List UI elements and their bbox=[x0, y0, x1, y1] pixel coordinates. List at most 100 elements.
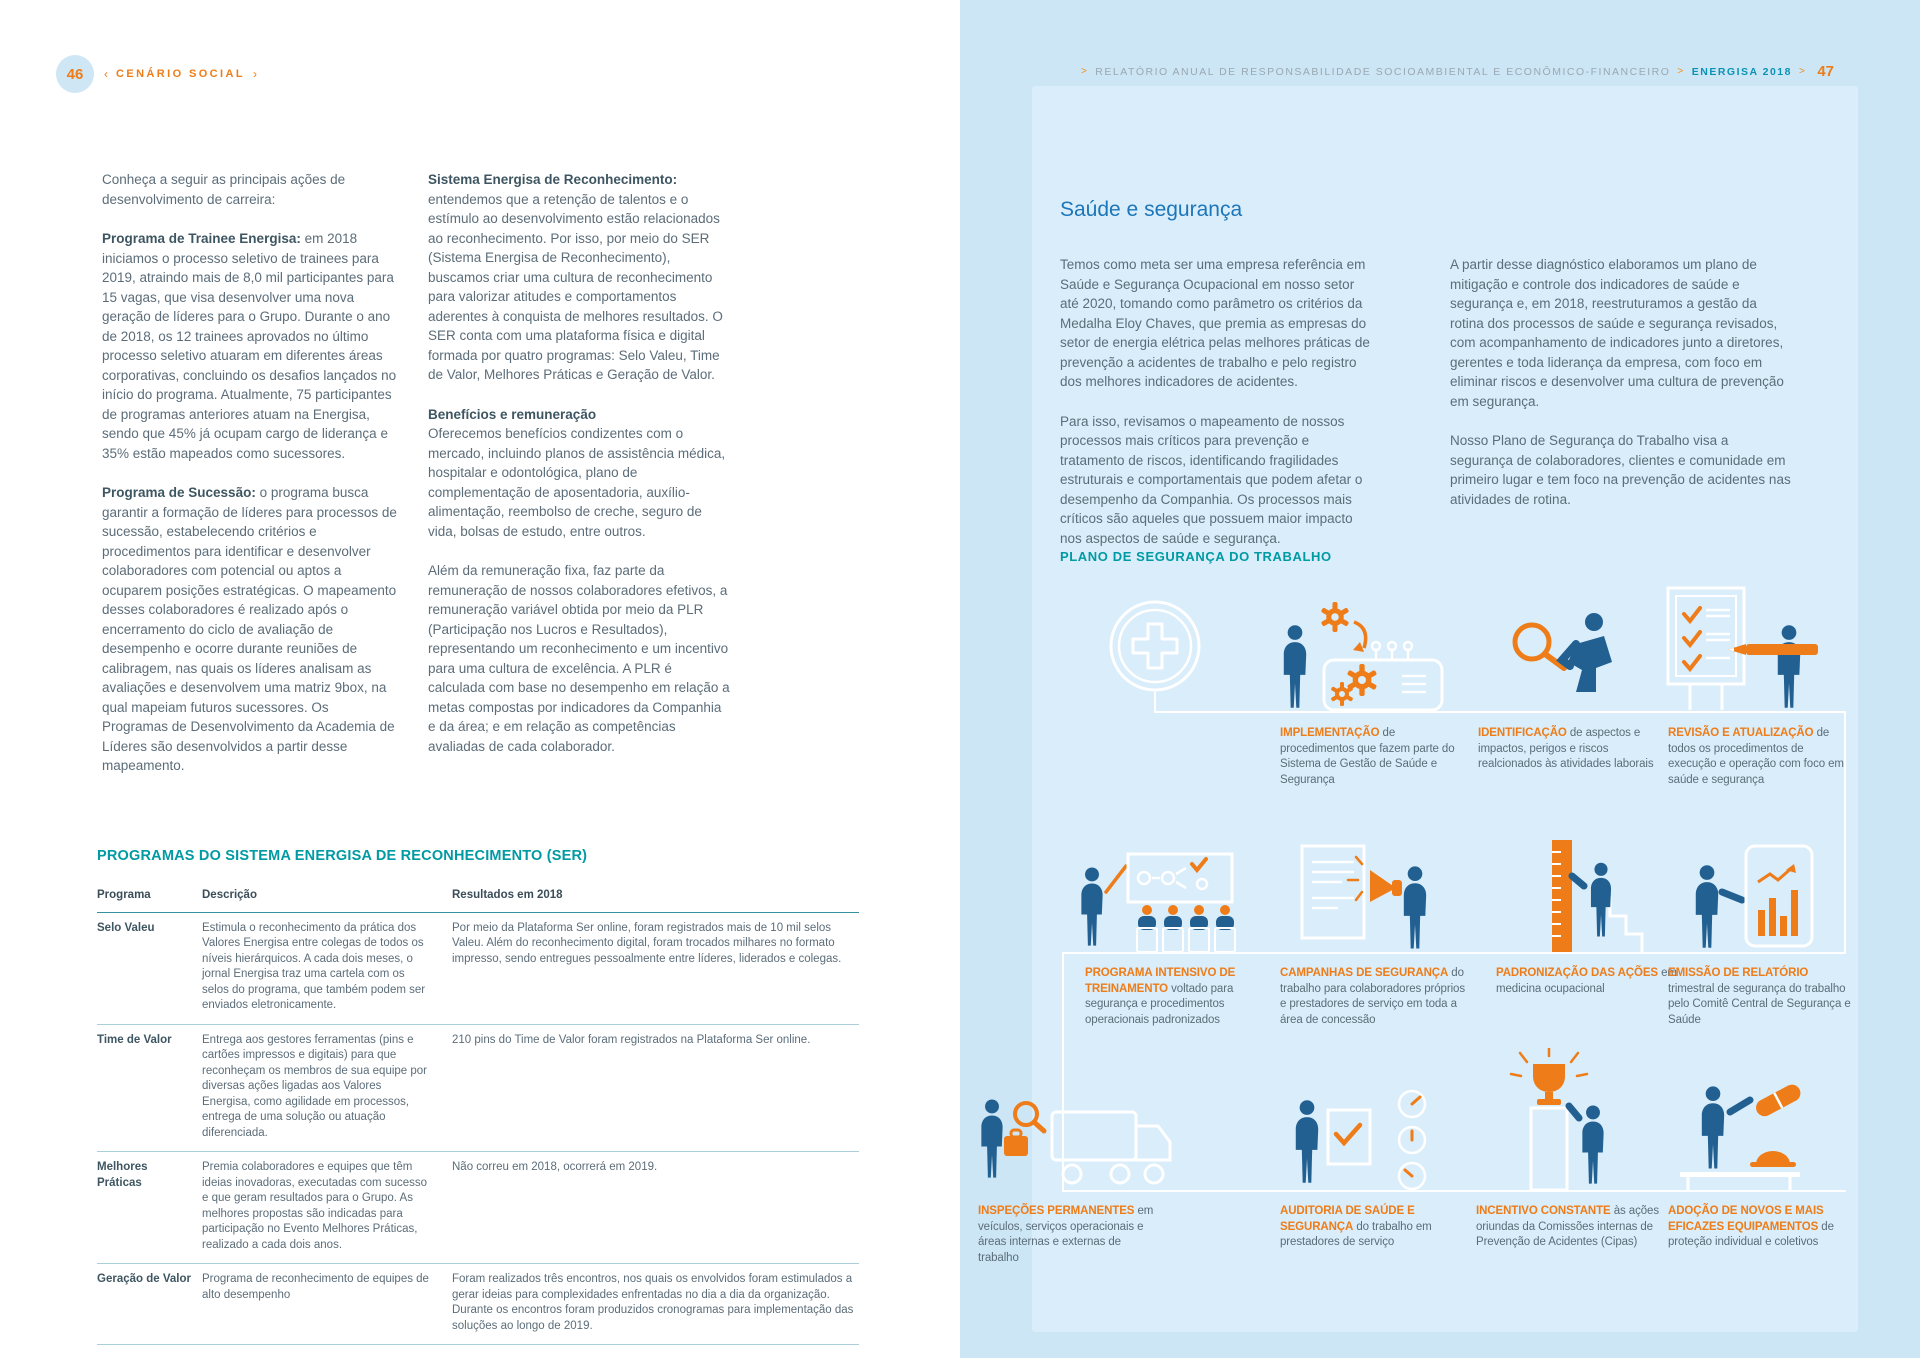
page-46: 46 ‹ CENÁRIO SOCIAL › Conheça a seguir a… bbox=[56, 55, 859, 1345]
infographic-item-incentivo: INCENTIVO CONSTANTE às ações oriundas da… bbox=[1476, 1204, 1662, 1251]
flow-line-row2 bbox=[1062, 952, 1846, 954]
gears-icon bbox=[1283, 602, 1444, 712]
flow-line-row1 bbox=[1154, 711, 1846, 713]
paragraph-benefits-1: Oferecemos benefícios condizentes com o … bbox=[428, 426, 726, 539]
item-text: trimestral de segurança do trabalho pelo… bbox=[1668, 982, 1851, 1026]
item-text: às ações oriundas da Comissões internas … bbox=[1476, 1205, 1659, 1248]
cell-program: Geração de Valor bbox=[97, 1273, 191, 1285]
cell-result: Não correu em 2018, ocorrerá em 2019. bbox=[452, 1161, 658, 1173]
item-text: do trabalho em prestadores de serviço bbox=[1280, 1220, 1432, 1249]
item-title: REVISÃO E ATUALIZAÇÃO bbox=[1668, 727, 1814, 739]
infographic-item-identificacao: IDENTIFICAÇÃO de aspectos e impactos, pe… bbox=[1478, 726, 1664, 773]
paragraph-text: o programa busca garantir a formação de … bbox=[102, 485, 397, 773]
item-text: de procedimentos que fazem parte do Sist… bbox=[1280, 727, 1455, 786]
breadcrumb-right-label: RELATÓRIO ANUAL DE RESPONSABILIDADE SOCI… bbox=[1095, 65, 1671, 78]
column-header-programa: Programa bbox=[97, 889, 151, 901]
paragraph-text: em 2018 iniciamos o processo seletivo de… bbox=[102, 231, 397, 461]
trainer-audience-icon bbox=[1081, 852, 1236, 952]
table-header-row: Programa Descrição Resultados em 2018 bbox=[97, 884, 859, 913]
magnifier-icon bbox=[1512, 613, 1612, 692]
item-title: CAMPANHAS DE SEGURANÇA bbox=[1280, 967, 1449, 979]
item-title: IDENTIFICAÇÃO bbox=[1478, 727, 1567, 739]
paragraph-benefits-2: Além da remuneração fixa, faz parte da r… bbox=[428, 563, 730, 754]
paragraph-lead: Programa de Sucessão: bbox=[102, 485, 256, 500]
intro-paragraph: Conheça a seguir as principais ações de … bbox=[102, 172, 346, 207]
item-text: em veículos, serviços operacionais e áre… bbox=[978, 1205, 1154, 1264]
paragraph-text: entendemos que a retenção de talentos e … bbox=[428, 191, 723, 383]
item-title: PADRONIZAÇÃO DAS AÇÕES bbox=[1496, 967, 1659, 979]
cell-result: Por meio da Plataforma Ser online, foram… bbox=[452, 921, 842, 965]
table-row: Geração de Valor Programa de reconhecime… bbox=[97, 1264, 859, 1345]
cell-program: Time de Valor bbox=[97, 1033, 172, 1046]
table-row: Time de Valor Entrega aos gestores ferra… bbox=[97, 1025, 859, 1152]
cell-program: Melhores Práticas bbox=[97, 1161, 148, 1189]
item-text: do trabalho para colaboradores próprios … bbox=[1280, 967, 1465, 1026]
paragraph: Nosso Plano de Segurança do Trabalho vis… bbox=[1450, 433, 1791, 507]
trophy-icon bbox=[1509, 1048, 1604, 1190]
page-number-right: 47 bbox=[1817, 63, 1834, 80]
truck-inspection-icon bbox=[981, 1099, 1172, 1185]
infographic-item-revisao: REVISÃO E ATUALIZAÇÃO de todos os proced… bbox=[1668, 726, 1854, 788]
infographic-item-campanhas: CAMPANHAS DE SEGURANÇA do trabalho para … bbox=[1280, 966, 1466, 1028]
right-text-column-2: A partir desse diagnóstico elaboramos um… bbox=[1450, 255, 1792, 529]
item-title: EMISSÃO DE RELATÓRIO bbox=[1668, 967, 1809, 979]
item-title: INSPEÇÕES PERMANENTES bbox=[978, 1205, 1135, 1217]
cell-result: Foram realizados três encontros, nos qua… bbox=[452, 1273, 854, 1332]
page-47: > RELATÓRIO ANUAL DE RESPONSABILIDADE SO… bbox=[960, 0, 1920, 1358]
infographic-item-padronizacao: PADRONIZAÇÃO DAS AÇÕES em medicina ocupa… bbox=[1496, 966, 1682, 997]
left-text-column-2: Sistema Energisa de Reconhecimento: ente… bbox=[428, 170, 732, 776]
cell-description: Estimula o reconhecimento da prática dos… bbox=[202, 921, 426, 1012]
report-chart-icon bbox=[1695, 844, 1814, 948]
chevron-left-icon: ‹ bbox=[104, 67, 108, 81]
cell-result: 210 pins do Time de Valor foram registra… bbox=[452, 1033, 811, 1046]
item-title: PROGRAMA INTENSIVO DE TREINAMENTO bbox=[1085, 967, 1236, 995]
item-title: AUDITORIA DE SAÚDE E SEGURANÇA bbox=[1280, 1205, 1415, 1233]
infographic-item-implementacao: IMPLEMENTAÇÃO de procedimentos que fazem… bbox=[1280, 726, 1466, 788]
report-name: ENERGISA 2018 bbox=[1691, 65, 1792, 78]
arrow-icon: > bbox=[1798, 66, 1807, 77]
infographic-item-auditoria: AUDITORIA DE SAÚDE E SEGURANÇA do trabal… bbox=[1280, 1204, 1466, 1251]
item-text: de proteção individual e coletivos bbox=[1668, 1220, 1834, 1249]
breadcrumb-left-label: CENÁRIO SOCIAL bbox=[116, 68, 245, 80]
section-title: Saúde e segurança bbox=[1060, 198, 1243, 221]
item-text: voltado para segurança e procedimentos o… bbox=[1085, 982, 1234, 1026]
infographic-item-equipamentos: ADOÇÃO DE NOVOS E MAIS EFICAZES EQUIPAME… bbox=[1668, 1204, 1854, 1251]
breadcrumb-right: > RELATÓRIO ANUAL DE RESPONSABILIDADE SO… bbox=[1081, 63, 1834, 80]
paragraph: Temos como meta ser uma empresa referênc… bbox=[1060, 257, 1370, 389]
cell-description: Entrega aos gestores ferramentas (pins e… bbox=[202, 1033, 428, 1139]
left-text-column-1: Conheça a seguir as principais ações de … bbox=[102, 170, 398, 796]
flow-connector bbox=[1154, 692, 1156, 713]
paragraph: A partir desse diagnóstico elaboramos um… bbox=[1450, 257, 1784, 409]
infographic-item-inspecoes: INSPEÇÕES PERMANENTES em veículos, servi… bbox=[978, 1204, 1154, 1266]
ser-table: Programa Descrição Resultados em 2018 Se… bbox=[97, 884, 859, 1345]
benefits-heading: Benefícios e remuneração bbox=[428, 406, 597, 422]
plan-heading: PLANO DE SEGURANÇA DO TRABALHO bbox=[1060, 549, 1332, 564]
flow-connector-left bbox=[1062, 952, 1064, 1192]
cell-description: Programa de reconhecimento de equipes de… bbox=[202, 1273, 429, 1301]
column-header-descricao: Descrição bbox=[202, 889, 257, 901]
paragraph: Para isso, revisamos o mapeamento de nos… bbox=[1060, 413, 1363, 546]
flow-connector-right bbox=[1844, 711, 1846, 954]
megaphone-document-icon bbox=[1300, 844, 1427, 949]
paragraph-ser: Sistema Energisa de Reconhecimento: ente… bbox=[428, 170, 732, 385]
flow-line-row3 bbox=[1062, 1190, 1846, 1192]
checklist-pencil-icon bbox=[1666, 586, 1818, 710]
protective-equipment-icon bbox=[1680, 1084, 1801, 1190]
ser-table-title: PROGRAMAS DO SISTEMA ENERGISA DE RECONHE… bbox=[97, 848, 588, 864]
cell-program: Selo Valeu bbox=[97, 921, 155, 934]
item-title: IMPLEMENTAÇÃO bbox=[1280, 727, 1380, 739]
paragraph-lead: Programa de Trainee Energisa: bbox=[102, 231, 301, 246]
audit-gauges-icon bbox=[1295, 1089, 1427, 1190]
item-text: de todos os procedimentos de execução e … bbox=[1668, 727, 1844, 786]
item-text: de aspectos e impactos, perigos e riscos… bbox=[1478, 727, 1654, 770]
paragraph-sucessao: Programa de Sucessão: o programa busca g… bbox=[102, 483, 398, 776]
breadcrumb-left: ‹ CENÁRIO SOCIAL › bbox=[104, 67, 257, 81]
chevron-right-icon: › bbox=[252, 67, 257, 81]
paragraph-lead: Sistema Energisa de Reconhecimento: bbox=[428, 172, 678, 187]
item-title: INCENTIVO CONSTANTE bbox=[1476, 1205, 1611, 1217]
infographic-item-relatorio: EMISSÃO DE RELATÓRIO trimestral de segur… bbox=[1668, 966, 1854, 1028]
cell-description: Premia colaboradores e equipes que têm i… bbox=[202, 1161, 428, 1251]
medical-cross-icon bbox=[1109, 600, 1201, 692]
page-number-badge: 46 bbox=[56, 55, 94, 93]
